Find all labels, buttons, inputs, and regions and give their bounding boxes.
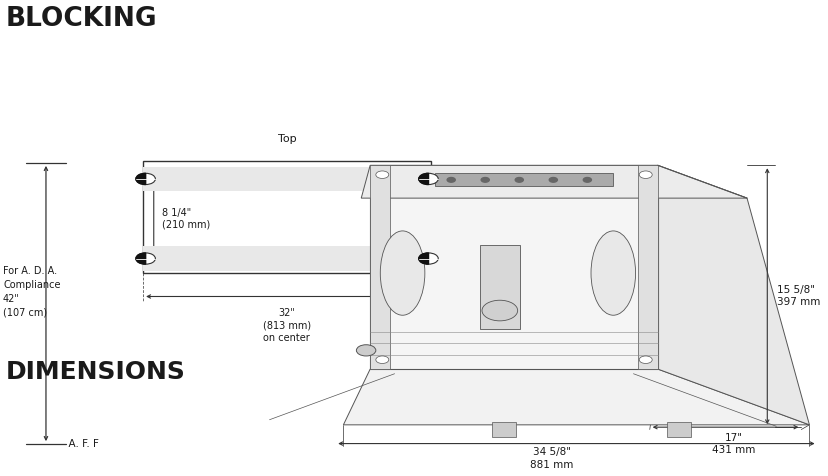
Bar xyxy=(143,167,431,191)
Circle shape xyxy=(136,173,155,185)
Circle shape xyxy=(515,178,522,182)
Circle shape xyxy=(583,178,590,182)
Text: 34 5/8"
881 mm: 34 5/8" 881 mm xyxy=(530,447,573,470)
Circle shape xyxy=(638,356,652,364)
Circle shape xyxy=(375,356,388,364)
Text: 15 5/8"
397 mm: 15 5/8" 397 mm xyxy=(776,285,820,307)
Bar xyxy=(370,165,390,369)
Bar xyxy=(143,161,431,273)
Wedge shape xyxy=(136,253,146,264)
Polygon shape xyxy=(657,165,808,425)
Bar xyxy=(637,165,657,369)
Circle shape xyxy=(418,253,438,264)
Circle shape xyxy=(375,171,388,178)
Text: BLOCKING: BLOCKING xyxy=(6,6,156,32)
Wedge shape xyxy=(418,253,428,264)
Text: Top: Top xyxy=(277,134,296,144)
Circle shape xyxy=(549,178,556,182)
Circle shape xyxy=(418,173,438,185)
Polygon shape xyxy=(370,165,657,369)
Bar xyxy=(479,245,519,329)
Circle shape xyxy=(480,178,489,182)
Wedge shape xyxy=(418,173,428,185)
Text: 32"
(813 mm)
on center: 32" (813 mm) on center xyxy=(262,308,310,343)
Text: For A. D. A.
Compliance
42"
(107 cm): For A. D. A. Compliance 42" (107 cm) xyxy=(3,266,60,318)
Circle shape xyxy=(446,178,455,182)
Ellipse shape xyxy=(590,231,635,315)
Text: 17"
431 mm: 17" 431 mm xyxy=(711,433,754,455)
Polygon shape xyxy=(361,165,746,198)
Ellipse shape xyxy=(380,231,424,315)
Bar xyxy=(666,423,691,436)
Bar xyxy=(435,173,613,187)
Bar xyxy=(491,423,515,436)
Polygon shape xyxy=(343,369,808,425)
Bar xyxy=(143,247,431,271)
Circle shape xyxy=(136,253,155,264)
Text: 8 1/4"
(210 mm): 8 1/4" (210 mm) xyxy=(161,208,209,230)
Circle shape xyxy=(481,300,517,321)
Circle shape xyxy=(356,345,375,356)
Wedge shape xyxy=(136,173,146,185)
Circle shape xyxy=(638,171,652,178)
Text: DIMENSIONS: DIMENSIONS xyxy=(6,360,185,384)
Text: A. F. F: A. F. F xyxy=(62,439,99,449)
